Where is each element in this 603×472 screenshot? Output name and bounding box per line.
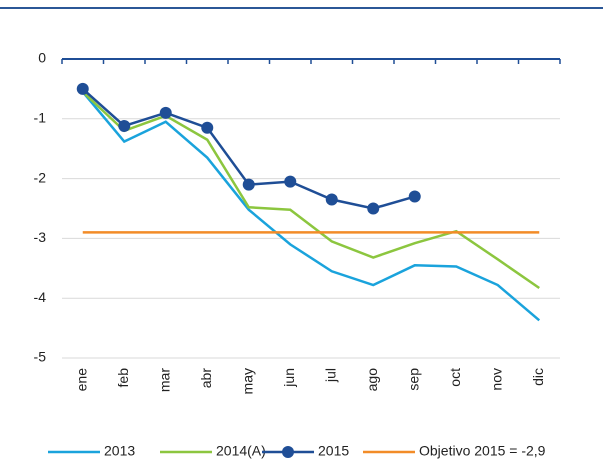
x-tick-label: ago <box>364 368 380 392</box>
point <box>325 193 338 206</box>
y-tick-label: -3 <box>34 229 47 245</box>
point <box>201 121 214 134</box>
y-tick-label: -5 <box>34 349 47 365</box>
x-tick-label: nov <box>488 368 504 391</box>
y-tick-label: -4 <box>34 289 47 305</box>
y-tick-label: -1 <box>34 110 47 126</box>
point <box>284 175 297 188</box>
x-tick-label: jul <box>322 368 338 383</box>
x-tick-label: may <box>239 368 255 394</box>
point <box>159 106 172 119</box>
x-tick-label: feb <box>115 368 131 388</box>
series-line <box>81 91 541 322</box>
point <box>242 178 255 191</box>
legend-label: 2013 <box>104 443 135 459</box>
point <box>408 190 421 203</box>
y-tick-label: -2 <box>34 169 47 185</box>
legend-marker <box>282 446 294 458</box>
series-line <box>81 90 540 290</box>
x-tick-label: jun <box>281 368 297 388</box>
legend-label: 2014(A) <box>216 443 266 459</box>
x-tick-label: mar <box>156 368 172 392</box>
x-tick-label: dic <box>530 368 546 386</box>
point <box>118 119 131 132</box>
legend-label: 2015 <box>318 443 349 459</box>
x-tick-label: oct <box>447 368 463 387</box>
x-tick-label: abr <box>198 368 214 389</box>
point <box>367 202 380 215</box>
x-tick-label: ene <box>73 368 89 392</box>
point <box>76 82 89 95</box>
legend-label: Objetivo 2015 = -2,9 <box>419 443 546 459</box>
y-tick-label: 0 <box>38 50 46 66</box>
x-tick-label: sep <box>405 368 421 391</box>
